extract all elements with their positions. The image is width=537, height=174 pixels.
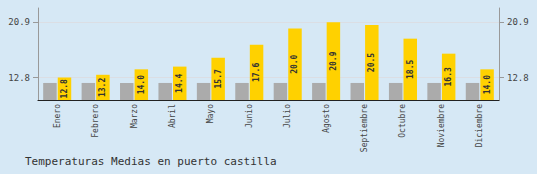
svg-text:20.9: 20.9 — [329, 51, 338, 70]
svg-text:Septiembre: Septiembre — [360, 104, 369, 152]
svg-text:Enero: Enero — [53, 104, 62, 128]
svg-text:Abril: Abril — [168, 104, 177, 128]
svg-text:13.2: 13.2 — [98, 78, 107, 97]
svg-text:Mayo: Mayo — [206, 104, 215, 123]
svg-text:Febrero: Febrero — [91, 104, 100, 138]
svg-text:20.0: 20.0 — [290, 54, 299, 73]
svg-text:14.4: 14.4 — [175, 73, 184, 92]
svg-text:12.8: 12.8 — [60, 79, 69, 98]
svg-text:16.3: 16.3 — [444, 67, 453, 86]
svg-text:12.8: 12.8 — [8, 73, 30, 83]
svg-text:20.5: 20.5 — [367, 53, 376, 72]
svg-text:20.9: 20.9 — [507, 17, 529, 27]
svg-text:Junio: Junio — [245, 104, 254, 128]
svg-text:14.0: 14.0 — [137, 75, 146, 94]
svg-text:17.6: 17.6 — [252, 63, 261, 82]
svg-text:12.8: 12.8 — [507, 73, 529, 83]
svg-text:Julio: Julio — [283, 104, 292, 128]
svg-text:Noviembre: Noviembre — [437, 104, 446, 148]
svg-text:Octubre: Octubre — [398, 104, 407, 138]
svg-text:Diciembre: Diciembre — [475, 104, 484, 148]
svg-text:15.7: 15.7 — [214, 69, 223, 88]
svg-text:Agosto: Agosto — [322, 104, 331, 133]
svg-text:Marzo: Marzo — [130, 104, 139, 128]
svg-text:20.9: 20.9 — [8, 17, 30, 27]
svg-text:18.5: 18.5 — [406, 60, 415, 79]
svg-text:Temperaturas Medias en puerto: Temperaturas Medias en puerto castilla — [25, 155, 277, 168]
svg-text:14.0: 14.0 — [483, 75, 492, 94]
